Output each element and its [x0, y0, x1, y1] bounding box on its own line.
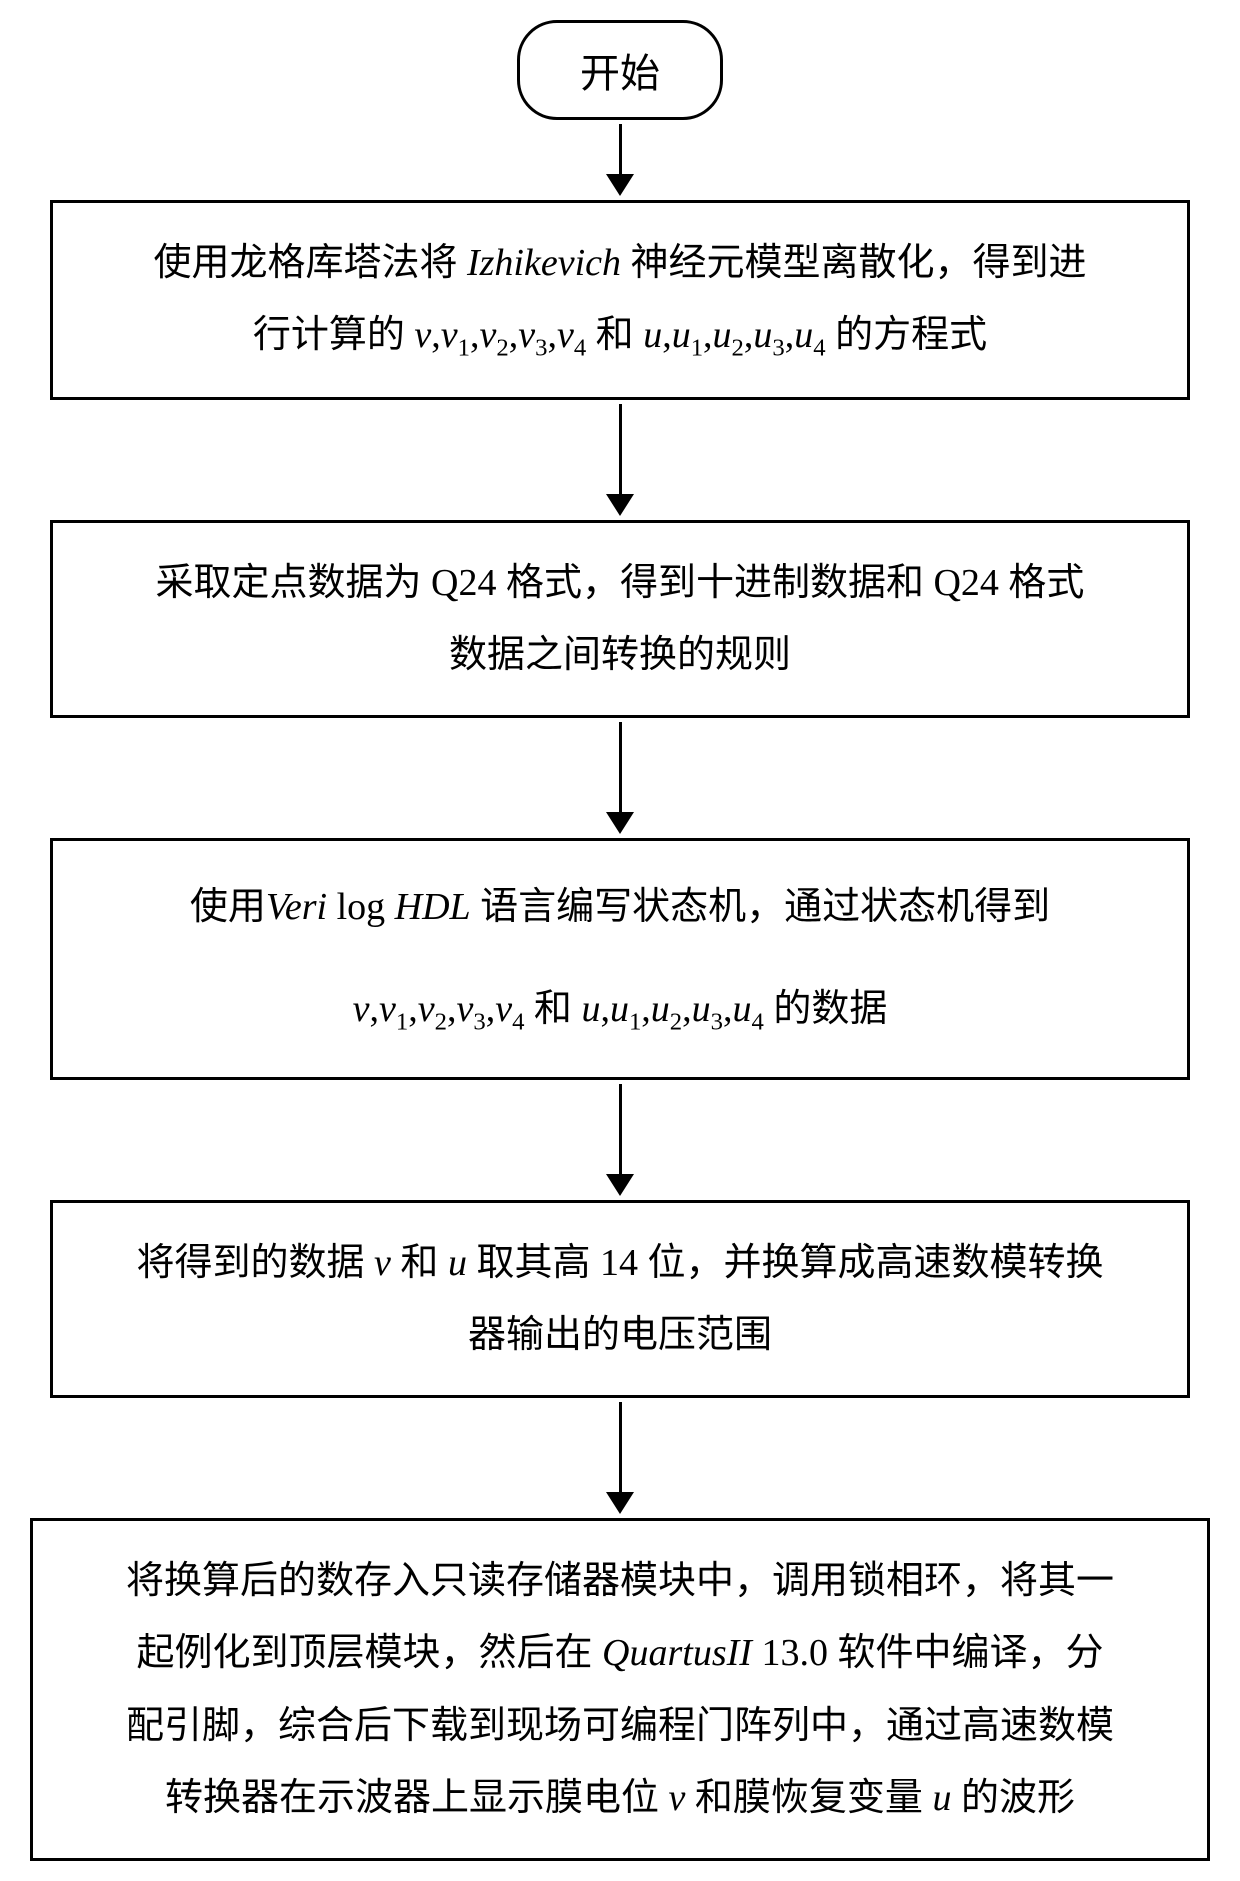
step4-node: 将得到的数据 v 和 u 取其高 14 位，并换算成高速数模转换器输出的电压范围: [50, 1200, 1190, 1398]
step1-node: 使用龙格库塔法将 Izhikevich 神经元模型离散化，得到进行计算的 v,v…: [50, 200, 1190, 400]
start-node: 开始: [517, 20, 723, 120]
step3-node: 使用Veri log HDL 语言编写状态机，通过状态机得到v,v1,v2,v3…: [50, 838, 1190, 1080]
step2-node: 采取定点数据为 Q24 格式，得到十进制数据和 Q24 格式数据之间转换的规则: [50, 520, 1190, 718]
flowchart-container: 开始使用龙格库塔法将 Izhikevich 神经元模型离散化，得到进行计算的 v…: [0, 0, 1240, 1881]
flow-arrow: [606, 124, 634, 196]
flow-arrow: [606, 404, 634, 516]
flow-arrow: [606, 1084, 634, 1196]
step5-node: 将换算后的数存入只读存储器模块中，调用锁相环，将其一起例化到顶层模块，然后在 Q…: [30, 1518, 1210, 1861]
flow-arrow: [606, 1402, 634, 1514]
flow-arrow: [606, 722, 634, 834]
